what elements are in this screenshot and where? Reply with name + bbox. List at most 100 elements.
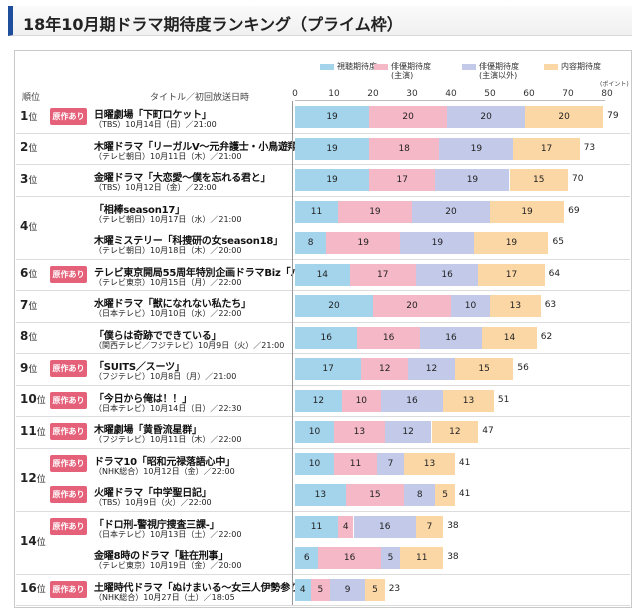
bar-total-label: 38 — [447, 552, 459, 562]
bar-value-label: 12 — [402, 427, 414, 437]
title-bar: 18年10月期ドラマ期待度ランキング（プライム枠） — [8, 6, 632, 36]
original-work-badge: 原作あり — [50, 265, 87, 283]
rank-suffix: 位 — [28, 364, 38, 375]
show-broadcast-info: （TBS）10月9日（火）／22:00 — [94, 498, 212, 507]
bar-segment: 20 — [447, 106, 526, 128]
bar-segment: 12 — [408, 358, 455, 380]
bar-value-label: 5 — [372, 584, 378, 595]
bar-segment: 20 — [373, 295, 451, 317]
bar-value-label: 16 — [378, 521, 391, 532]
bar-total-label: 41 — [458, 489, 471, 499]
bar-value-label: 19 — [357, 238, 369, 248]
bar-total-label: 62 — [540, 331, 553, 342]
show-title: 「今日から俺は！！」 — [94, 393, 192, 405]
row-separator — [16, 258, 630, 260]
bar-segment: 11 — [295, 200, 338, 223]
bar-value-label: 15 — [369, 490, 381, 500]
bar-segment: 12 — [384, 421, 432, 443]
bar-segment: 14 — [482, 326, 537, 349]
bar-segment: 20 — [295, 295, 373, 317]
bar-value-label: 13 — [314, 490, 327, 500]
rank-suffix: 位 — [28, 301, 38, 312]
bar-total-label: 51 — [497, 394, 510, 405]
bar-value-label: 19 — [326, 112, 338, 122]
legend-swatch — [320, 64, 334, 70]
rank-number: 3 — [20, 171, 29, 186]
row-separator — [16, 290, 630, 291]
show-title: 水曜ドラマ「獣になれない私たち」 — [94, 299, 251, 310]
bar-segment: 15 — [345, 484, 405, 506]
bar-value-label: 14 — [316, 269, 329, 280]
bar-value-label: 13 — [423, 458, 436, 469]
bar-total-label: 63 — [544, 300, 557, 310]
bar-segment: 20 — [369, 106, 448, 128]
bar-value-label: 10 — [355, 395, 368, 406]
row-separator — [16, 321, 630, 323]
rank-label: 12位 — [20, 471, 46, 485]
show-title: 火曜ドラマ「中学聖日記」 — [94, 488, 212, 499]
show-broadcast-info: （テレビ朝日）10月18日（木）／20:00 — [94, 246, 242, 255]
rank-label: 11位 — [20, 424, 46, 438]
x-axis-tick-label: 40 — [445, 89, 457, 99]
rank-number: 14 — [20, 534, 37, 548]
rank-label: 9位 — [20, 361, 37, 375]
bar-segment: 19 — [295, 137, 370, 160]
x-axis-tick-label: 60 — [523, 89, 535, 99]
bar-value-label: 16 — [441, 269, 453, 280]
show-title: 「SUITS／スーツ」 — [94, 362, 185, 373]
bar-segment: 9 — [330, 578, 366, 601]
bar-segment: 8 — [295, 232, 327, 254]
bar-segment: 16 — [357, 326, 420, 349]
bar-value-label: 5 — [387, 553, 394, 563]
bar-value-label: 10 — [308, 458, 321, 469]
rank-number: 7 — [20, 297, 29, 312]
bar-segment: 10 — [295, 421, 334, 443]
row-separator — [16, 353, 630, 354]
bar-segment: 5 — [365, 578, 385, 601]
original-work-badge: 原作あり — [50, 580, 87, 598]
bar-segment: 19 — [295, 106, 370, 128]
original-work-badge: 原作あり — [50, 454, 87, 472]
rank-suffix: 位 — [28, 175, 38, 186]
bar-segment: 17 — [295, 358, 362, 380]
rank-number: 1 — [20, 108, 29, 123]
bar-value-label: 19 — [326, 175, 338, 185]
bar-segment: 5 — [380, 547, 401, 569]
bar-segment: 12 — [361, 358, 409, 380]
legend-label: 俳優期待度 (主演以外) — [479, 62, 519, 80]
show-title: 土曜時代ドラマ「ぬけまいる〜女三人伊勢参り」 — [94, 582, 310, 594]
bar-segment: 13 — [334, 421, 385, 443]
bar-segment: 16 — [380, 389, 444, 412]
rank-label: 2位 — [20, 140, 37, 154]
show-broadcast-info: （日本テレビ）10月10日（水）／22:00 — [94, 309, 242, 318]
bar-segment: 17 — [478, 263, 545, 286]
bar-value-label: 20 — [328, 301, 340, 311]
bar-value-label: 9 — [344, 584, 351, 595]
bar-value-label: 13 — [353, 427, 366, 437]
bar-value-label: 19 — [466, 175, 479, 185]
bar-segment: 12 — [431, 421, 479, 443]
bar-value-label: 14 — [503, 332, 516, 343]
bar-segment: 4 — [337, 515, 354, 538]
show-title: 「ドロ刑-警視庁捜査三課-」 — [94, 519, 220, 531]
original-work-badge: 原作あり — [50, 108, 87, 125]
bar-segment: 17 — [349, 263, 416, 286]
rank-suffix: 位 — [36, 475, 46, 485]
bar-total-label: 56 — [517, 363, 529, 373]
show-broadcast-info: （テレビ朝日）10月11日（木）／21:00 — [94, 151, 242, 161]
rank-suffix: 位 — [36, 396, 46, 407]
row-separator — [16, 605, 630, 606]
bar-value-label: 16 — [343, 553, 356, 563]
bar-value-label: 20 — [445, 206, 457, 217]
bar-segment: 5 — [310, 578, 331, 601]
legend-label: 視聴期待度 — [337, 62, 377, 71]
rank-label: 1位 — [20, 109, 37, 123]
bar-segment: 19 — [326, 232, 401, 254]
bar-value-label: 16 — [445, 332, 457, 343]
bar-value-label: 13 — [509, 301, 522, 311]
rank-number: 8 — [20, 329, 29, 344]
bar-value-label: 7 — [387, 458, 394, 469]
bar-value-label: 13 — [462, 395, 475, 406]
bar-value-label: 12 — [425, 364, 438, 374]
rank-label: 8位 — [20, 329, 37, 343]
